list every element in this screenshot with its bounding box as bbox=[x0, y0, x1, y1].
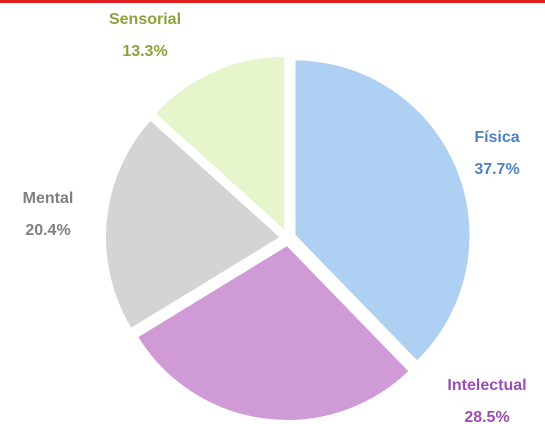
slice-value-label: 37.7% bbox=[474, 161, 519, 178]
slice-value-label: 28.5% bbox=[464, 409, 509, 424]
pie-slice bbox=[104, 118, 283, 331]
top-border bbox=[0, 0, 545, 3]
pie-slice bbox=[135, 243, 412, 422]
slice-value-label: 20.4% bbox=[25, 222, 70, 239]
slice-category: Física bbox=[474, 129, 519, 146]
pie-slice bbox=[293, 58, 472, 364]
slice-category: Sensorial bbox=[109, 11, 181, 28]
slice-value-label: 13.3% bbox=[122, 43, 167, 60]
slice-category: Mental bbox=[23, 190, 74, 207]
pie-slice bbox=[153, 54, 287, 234]
slice-category: Intelectual bbox=[447, 377, 526, 394]
